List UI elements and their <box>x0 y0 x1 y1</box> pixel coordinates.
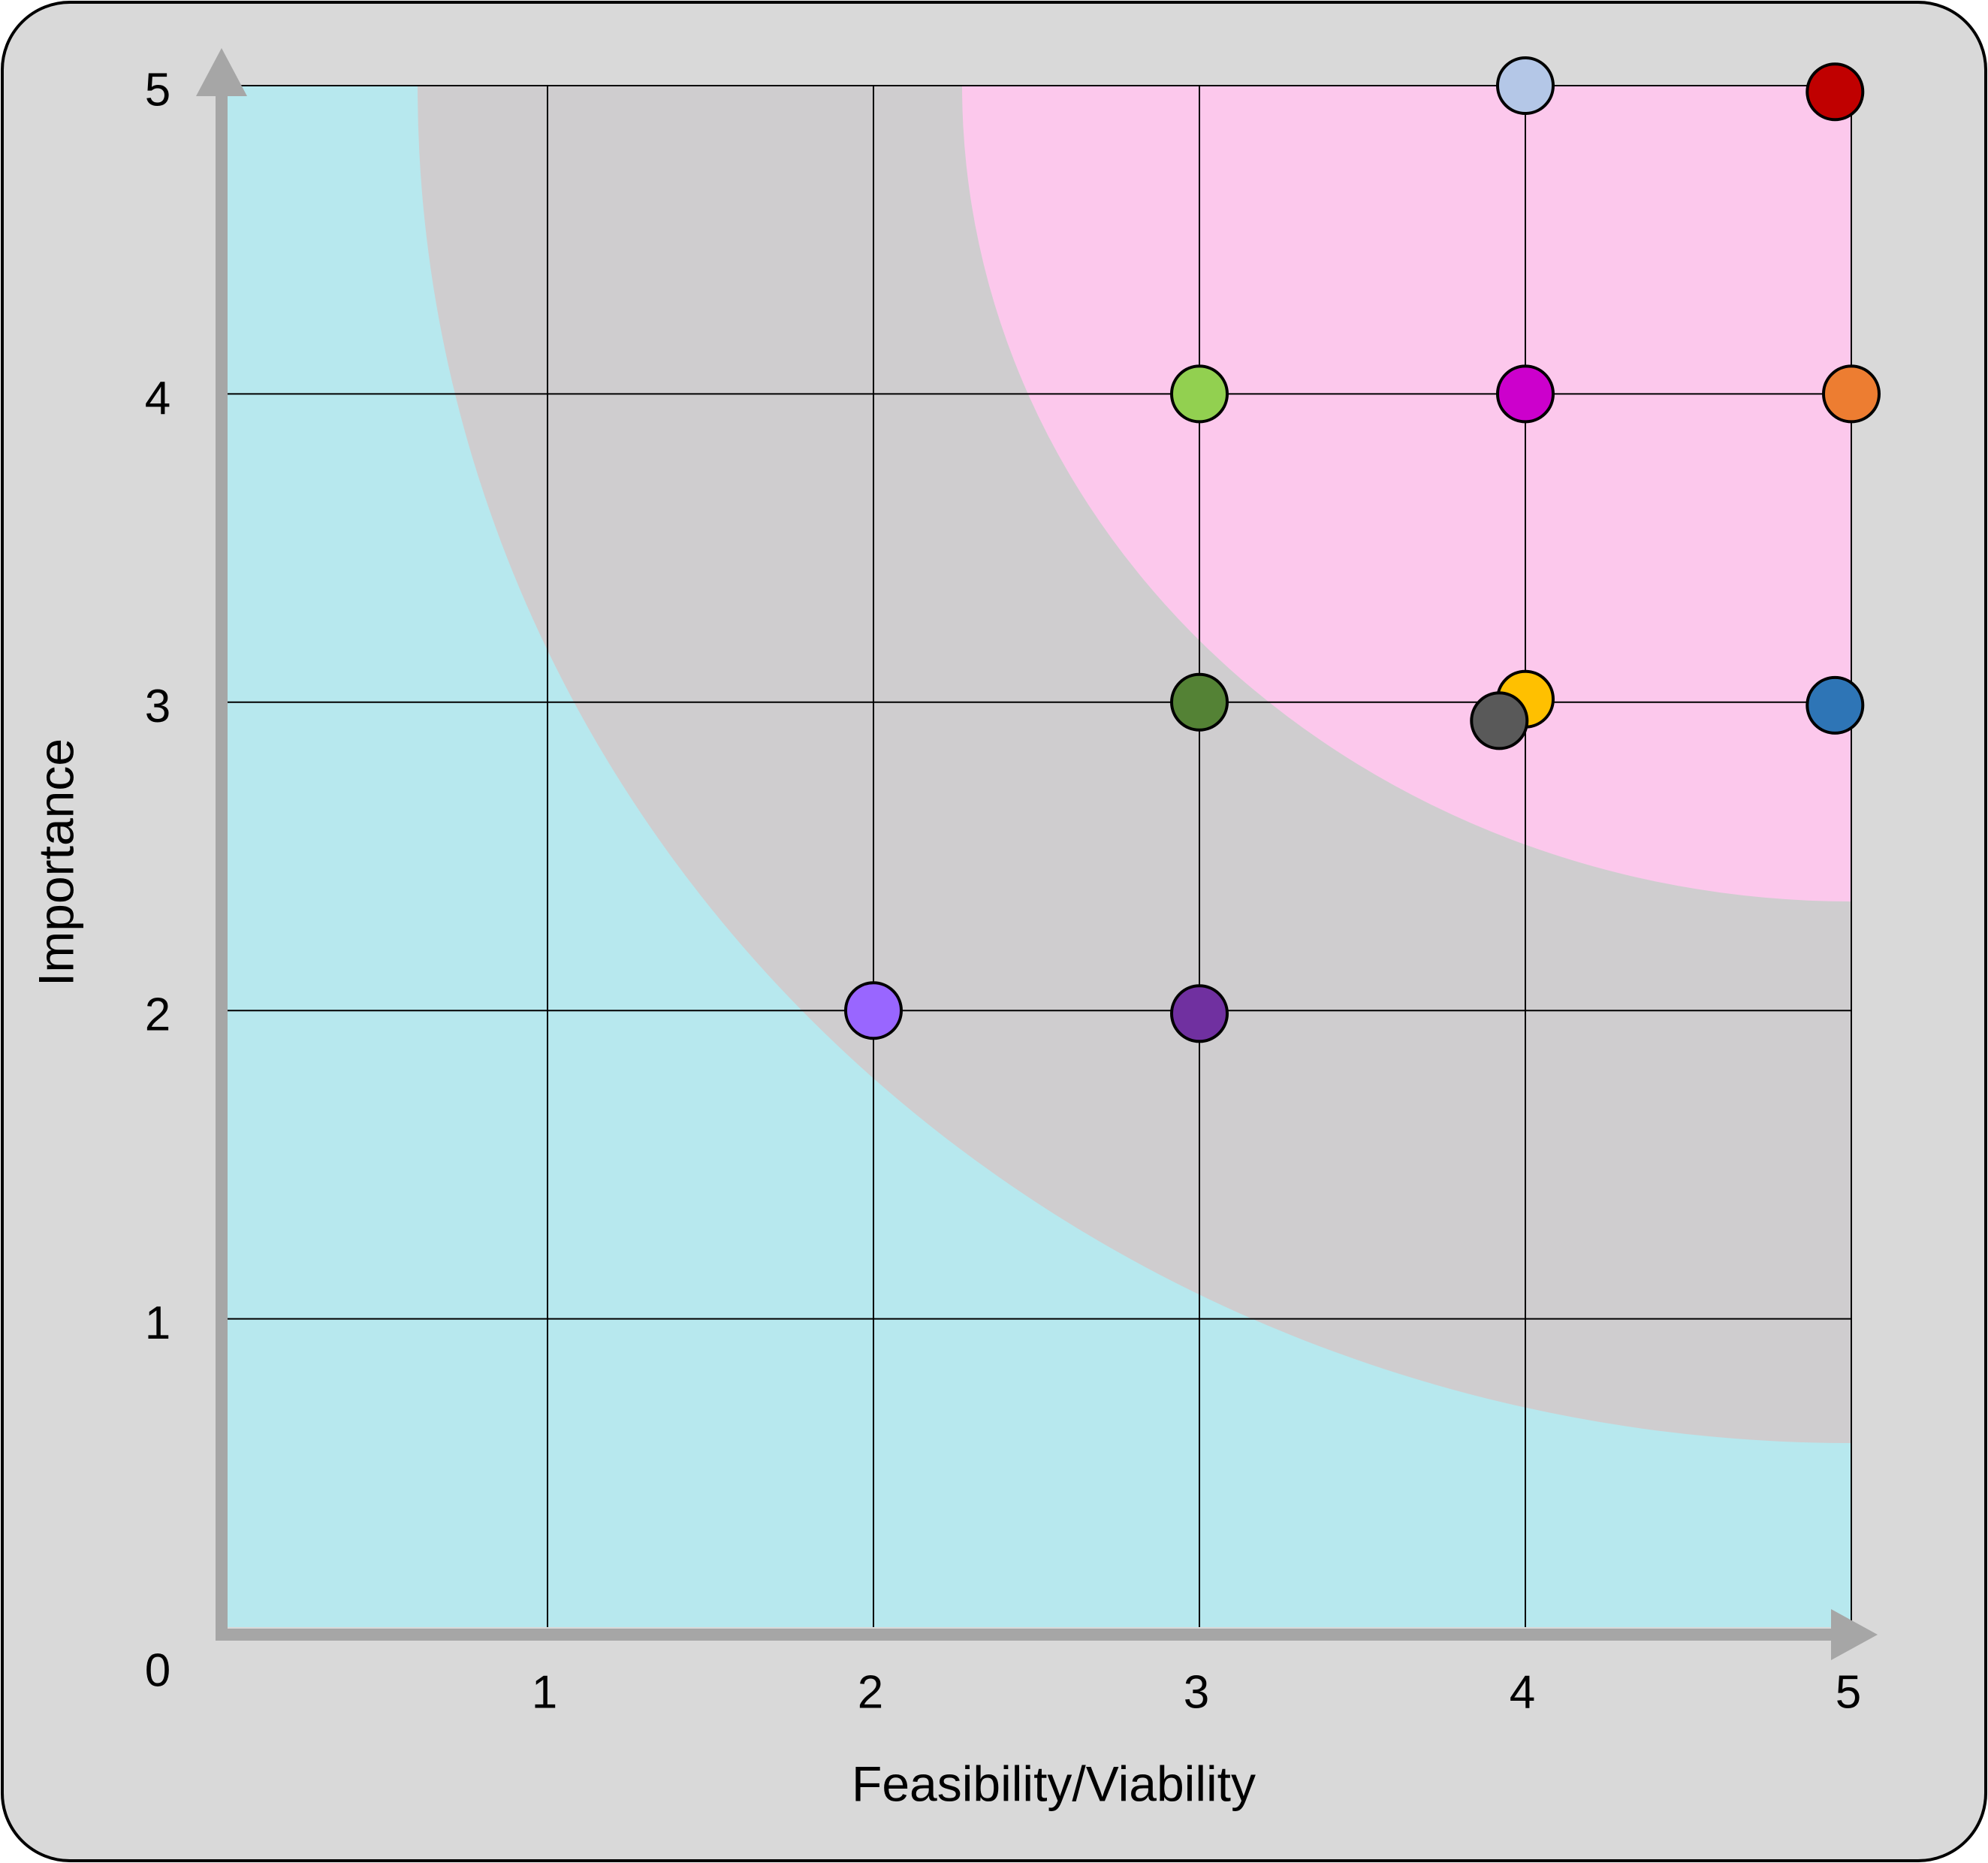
data-point <box>1170 364 1229 424</box>
y-tick-label: 3 <box>145 681 170 732</box>
x-tick-label: 5 <box>1836 1666 1861 1718</box>
data-point <box>1496 56 1555 115</box>
tick-labels: 1 2 3 4 5 1 2 3 4 5 0 <box>145 64 1861 1718</box>
x-tick-label: 3 <box>1184 1666 1209 1718</box>
data-point <box>1805 62 1865 122</box>
data-point <box>1170 672 1229 732</box>
zone-high <box>962 86 1851 901</box>
data-point <box>1822 364 1881 424</box>
plot-area <box>222 86 1851 1627</box>
x-axis-title: Feasibility/Viability <box>852 1756 1256 1811</box>
y-axis-title: Importance <box>28 738 83 986</box>
x-tick-label: 1 <box>532 1666 557 1718</box>
x-axis-arrowhead <box>1831 1609 1878 1660</box>
y-tick-label: 5 <box>145 64 170 116</box>
axes <box>196 48 1878 1660</box>
y-tick-label: 2 <box>145 989 170 1041</box>
data-point <box>1170 984 1229 1043</box>
data-points <box>844 56 1881 1043</box>
data-point <box>844 981 903 1040</box>
data-point <box>1496 364 1555 424</box>
data-point <box>1805 675 1865 735</box>
y-tick-label: 4 <box>145 373 170 424</box>
y-axis-arrowhead <box>196 48 247 96</box>
x-tick-label: 2 <box>858 1666 883 1718</box>
y-tick-label: 1 <box>145 1297 170 1349</box>
data-point <box>1470 691 1529 750</box>
grid <box>222 85 1852 1627</box>
origin-label: 0 <box>145 1644 170 1696</box>
x-tick-label: 4 <box>1510 1666 1535 1718</box>
